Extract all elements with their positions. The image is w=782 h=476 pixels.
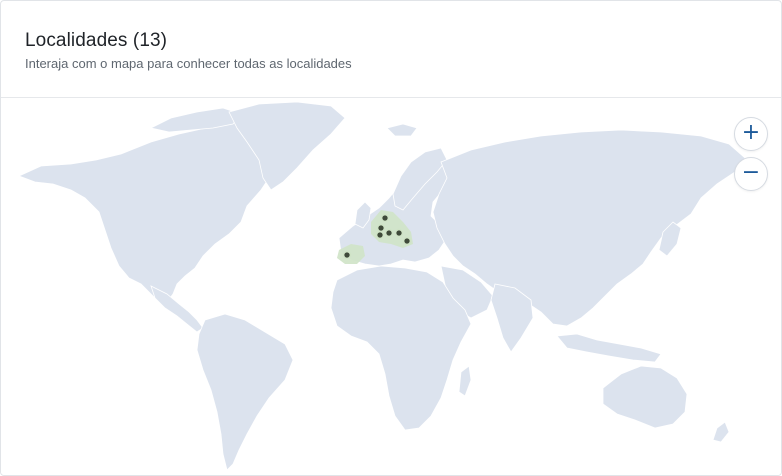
landmass-africa bbox=[330, 265, 472, 431]
card-subtitle: Interaja com o mapa para conhecer todas … bbox=[25, 56, 352, 71]
world-map[interactable] bbox=[1, 98, 781, 475]
landmass-indonesia bbox=[556, 333, 662, 363]
zoom-in-button[interactable]: + bbox=[734, 117, 768, 151]
location-pin-switzerland[interactable] bbox=[375, 230, 385, 240]
world-map-svg[interactable] bbox=[1, 98, 781, 475]
location-pin-france-east[interactable] bbox=[376, 223, 386, 233]
landmass-iceland bbox=[386, 123, 418, 137]
landmass-scandinavia bbox=[392, 147, 448, 211]
landmass-japan bbox=[658, 221, 682, 257]
landmass-uk bbox=[354, 201, 372, 229]
card-header: Localidades (13) Interaja com o mapa par… bbox=[1, 1, 781, 98]
location-pin-germany-north[interactable] bbox=[380, 213, 390, 223]
zoom-out-button[interactable]: − bbox=[734, 157, 768, 191]
location-pin-austria[interactable] bbox=[384, 228, 394, 238]
landmass-central-america bbox=[150, 285, 204, 333]
location-pin-hungary[interactable] bbox=[402, 236, 412, 246]
location-pin-austria-east[interactable] bbox=[394, 228, 404, 238]
landmass-new-zealand bbox=[712, 421, 730, 443]
landmass-india bbox=[490, 283, 534, 353]
landmass-north-america bbox=[17, 119, 298, 303]
landmass-australia bbox=[602, 365, 688, 429]
landmass-greenland bbox=[228, 101, 346, 191]
landmass-asia bbox=[432, 129, 746, 327]
location-pin-spain[interactable] bbox=[342, 250, 352, 260]
landmass-south-america bbox=[196, 313, 294, 471]
card-title: Localidades (13) bbox=[25, 30, 168, 51]
landmass-madagascar bbox=[458, 365, 472, 397]
